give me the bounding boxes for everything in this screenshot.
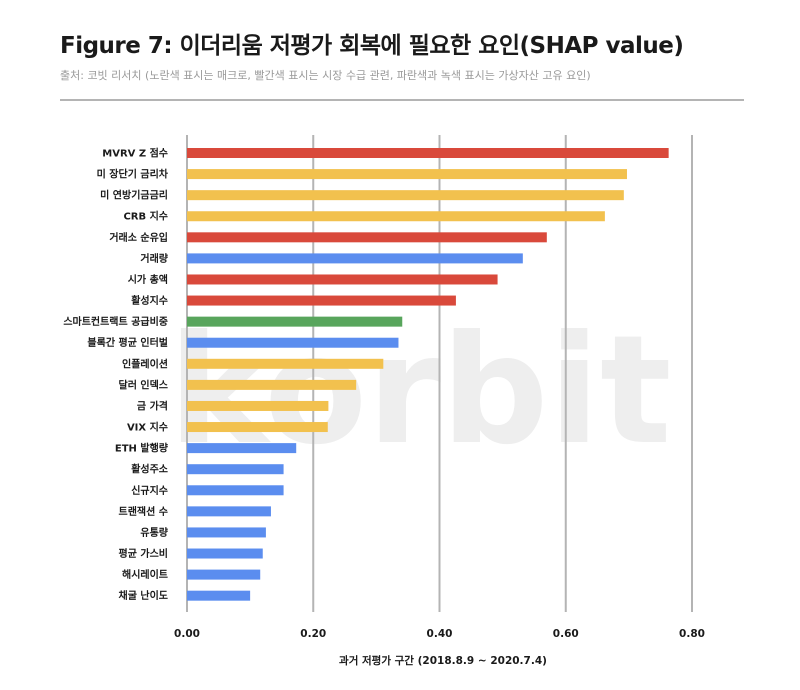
category-label: VIX 지수 [127,421,168,434]
bar [187,379,357,390]
x-tick-labels: 0.00 0.20 0.40 0.60 0.80 [174,628,705,640]
category-label: 인플레이션 [122,357,168,370]
bar [187,358,384,369]
bar [187,337,399,348]
category-label: 채굴 난이도 [119,589,168,602]
bar [187,274,498,285]
category-label: 활성주소 [131,463,168,476]
category-label: CRB 지수 [123,210,168,223]
category-label: 블록간 평균 인터벌 [87,336,168,349]
x-tick-label: 0.40 [427,628,453,640]
x-tick-label: 0.00 [174,628,200,640]
header-divider [60,99,744,101]
category-label: 신규지수 [131,484,168,497]
category-label: 스마트컨트랙트 공급비중 [63,315,168,328]
category-label: 유통량 [140,527,168,539]
category-label: 금 가격 [137,399,168,412]
bar [187,169,627,180]
page-title: Figure 7: 이더리움 저평가 회복에 필요한 요인(SHAP value… [60,33,684,59]
bars [187,148,669,601]
category-label: 달러 인덱스 [119,378,168,391]
category-label: 평균 가스비 [119,547,168,560]
category-label: 해시레이트 [122,568,168,581]
bar [187,569,261,580]
bar [187,148,669,158]
x-axis-label: 과거 저평가 구간 (2018.8.9 ~ 2020.7.4) [339,654,547,667]
category-label: 활성지수 [131,294,168,307]
category-label: MVRV Z 점수 [102,148,168,160]
bar [187,443,297,454]
x-tick-label: 0.20 [300,628,326,640]
source-note: 출처: 코빗 리서치 (노란색 표시는 매크로, 빨간색 표시는 시장 수급 관… [60,69,591,82]
bar [187,400,329,411]
category-label: ETH 발행량 [115,442,169,455]
category-label: 시가 총액 [128,273,168,286]
bar [187,485,284,496]
category-label: 거래소 순유입 [109,231,168,244]
category-label: 미 연방기금금리 [100,189,168,202]
bar [187,422,328,433]
bar [187,232,547,243]
category-label: 트랜잭션 수 [119,505,168,518]
x-tick-label: 0.60 [553,628,579,640]
bar [187,211,605,222]
bar [187,253,523,264]
category-label: 거래량 [140,252,168,265]
bar [187,295,456,306]
bar [187,548,263,559]
bar [187,506,271,517]
bar [187,190,624,201]
bar [187,316,403,327]
bar [187,464,284,475]
category-label: 미 장단기 금리차 [97,168,169,181]
x-tick-label: 0.80 [679,628,705,640]
bar [187,527,266,538]
bar [187,590,251,601]
